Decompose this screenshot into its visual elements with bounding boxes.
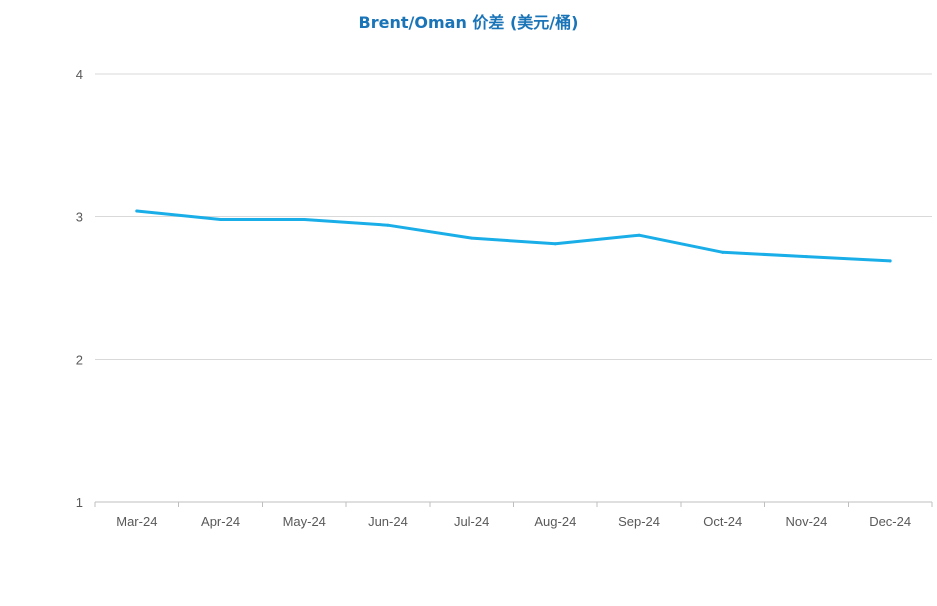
gridlines — [95, 73, 932, 503]
x-tick-label: Aug-24 — [534, 514, 576, 529]
series — [135, 209, 892, 263]
x-axis-ticks: Mar-24 Apr-24 May-24 Jun-24 Jul-24 Aug-24 Sep-… — [94, 502, 933, 529]
x-tick-label: May-24 — [283, 514, 326, 529]
x-tick-label: Sep-24 — [618, 514, 660, 529]
x-tick-label: Apr-24 — [201, 514, 240, 529]
data-point — [470, 236, 474, 240]
series-line — [135, 209, 892, 263]
data-point — [637, 233, 641, 237]
data-point — [721, 250, 725, 254]
data-point — [804, 255, 808, 259]
data-point — [219, 218, 223, 222]
x-tick-label: Dec-24 — [869, 514, 911, 529]
y-tick-label: 3 — [76, 210, 83, 225]
y-axis-ticks: 1 2 3 4 — [76, 67, 83, 510]
x-tick-label: Mar-24 — [116, 514, 157, 529]
data-point — [302, 218, 306, 222]
x-tick-label: Jul-24 — [454, 514, 489, 529]
data-point — [888, 259, 892, 263]
y-tick-label: 1 — [76, 495, 83, 510]
chart-title: Brent/Oman 价差 (美元/桶) — [358, 13, 579, 32]
x-tick-label: Jun-24 — [368, 514, 408, 529]
data-point — [135, 209, 139, 213]
x-tick-label: Oct-24 — [703, 514, 742, 529]
data-point — [386, 223, 390, 227]
y-tick-label: 4 — [76, 67, 83, 82]
x-tick-label: Nov-24 — [785, 514, 827, 529]
y-tick-label: 2 — [76, 352, 83, 367]
data-point — [553, 242, 557, 246]
